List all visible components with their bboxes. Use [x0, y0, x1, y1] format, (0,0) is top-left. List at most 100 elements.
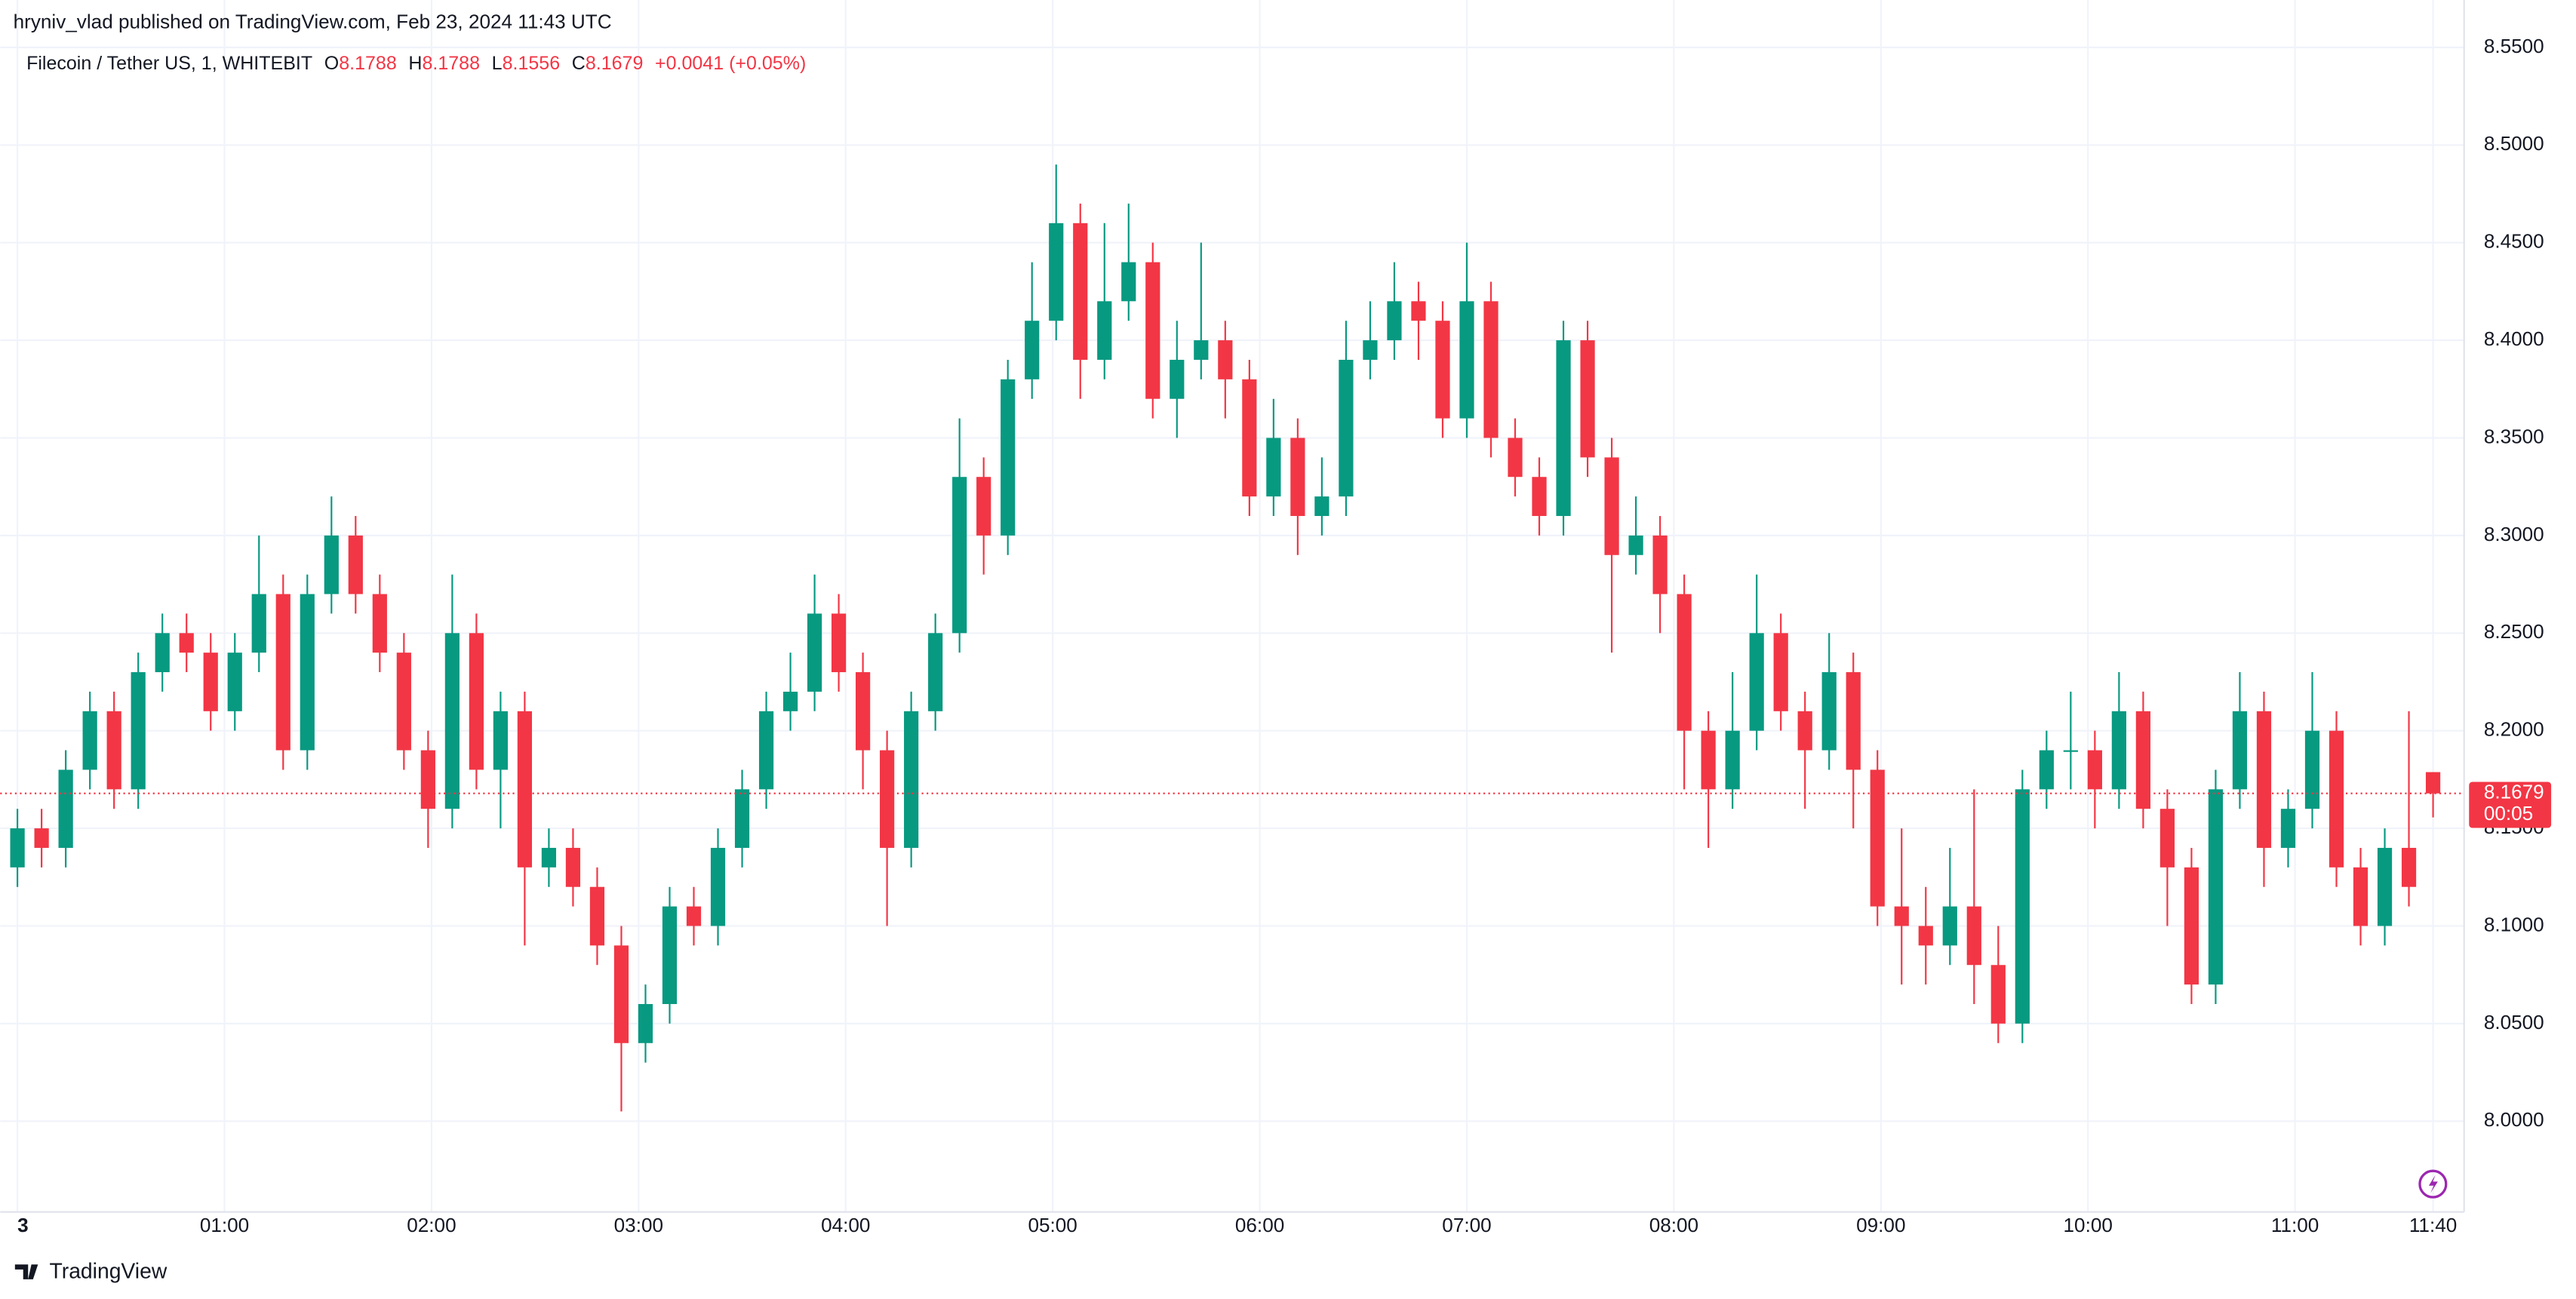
candle-body — [831, 613, 847, 673]
candle-body — [952, 477, 967, 634]
candle-body — [638, 1003, 653, 1043]
candle-body — [2232, 711, 2248, 790]
tradingview-logo: TradingView — [14, 1259, 168, 1283]
candle-body — [1363, 340, 1378, 360]
candle-body — [420, 750, 435, 809]
candle-body — [1435, 321, 1450, 419]
candle-body — [1773, 633, 1788, 711]
y-tick-label: 8.2500 — [2484, 620, 2544, 643]
y-tick-label: 8.5000 — [2484, 132, 2544, 155]
candle-body — [469, 633, 484, 770]
legend-value: 8.1556 — [503, 53, 561, 74]
candle-body — [1821, 672, 1837, 751]
y-tick-label: 8.3000 — [2484, 523, 2544, 545]
candle-body — [517, 711, 533, 868]
y-tick-label: 8.4500 — [2484, 230, 2544, 253]
candle-body — [58, 769, 73, 848]
candle-body — [541, 847, 557, 868]
price-tag — [2469, 782, 2552, 828]
candle-body — [106, 711, 121, 790]
x-tick-label: 09:00 — [1856, 1214, 1905, 1236]
x-tick-label: 11:40 — [2409, 1214, 2457, 1236]
candle-body — [300, 594, 315, 751]
y-tick-label: 8.0000 — [2484, 1108, 2544, 1131]
x-tick-label: 01:00 — [200, 1214, 249, 1236]
candle-body — [1604, 457, 1619, 555]
candle-body — [1387, 301, 1402, 341]
candle-body — [1266, 438, 1281, 497]
candle-body — [1942, 906, 1957, 946]
candle-body — [2087, 750, 2102, 790]
candle-body — [856, 672, 871, 751]
candle-body — [1966, 906, 1981, 966]
candle-body — [734, 789, 750, 848]
candle-layer — [10, 164, 2441, 1112]
candle-body — [372, 594, 387, 653]
legend-value: 8.1788 — [339, 53, 397, 74]
candle-body — [2159, 809, 2175, 868]
candle-body — [2111, 711, 2126, 790]
candle-body — [1194, 340, 1209, 360]
candle-body — [1001, 379, 1016, 536]
candle-body — [1580, 340, 1595, 458]
x-tick-label: 08:00 — [1649, 1214, 1698, 1236]
x-tick-label: 10:00 — [2064, 1214, 2113, 1236]
candle-body — [1508, 438, 1523, 478]
candle-body — [1628, 535, 1643, 555]
candle-body — [2425, 772, 2441, 794]
candle-body — [686, 906, 702, 926]
candle-body — [976, 477, 991, 536]
candle-body — [1025, 321, 1040, 379]
x-tick-label: 05:00 — [1028, 1214, 1077, 1236]
candle-body — [565, 847, 581, 887]
candle-body — [904, 711, 919, 848]
candle-body — [2063, 750, 2078, 752]
candle-body — [493, 711, 509, 770]
footer-brand: TradingView — [50, 1259, 168, 1283]
legend-value: 8.1679 — [586, 53, 644, 74]
price-tag-value: 8.1679 — [2484, 781, 2544, 803]
candle-body — [1459, 301, 1474, 419]
candle-body — [1339, 359, 1354, 497]
x-tick-label: 02:00 — [407, 1214, 456, 1236]
candle-body — [758, 711, 774, 790]
legend-label: H — [408, 53, 422, 74]
candle-body — [1097, 301, 1112, 360]
candle-body — [2353, 867, 2369, 926]
candle-body — [155, 633, 170, 673]
grid-layer — [0, 0, 2464, 1212]
candle-body — [1749, 633, 1764, 731]
candle-body — [1894, 906, 1909, 926]
candle-body — [2256, 711, 2272, 848]
candle-body — [1532, 477, 1547, 517]
candle-body — [1073, 223, 1088, 360]
candle-body — [2280, 809, 2296, 848]
candle-body — [1170, 359, 1185, 399]
candle-body — [444, 633, 460, 809]
x-tick-label: 07:00 — [1442, 1214, 1491, 1236]
x-tick-label: 11:00 — [2271, 1214, 2319, 1236]
y-tick-label: 8.0500 — [2484, 1011, 2544, 1033]
candle-body — [662, 906, 678, 1004]
candle-body — [1701, 730, 1716, 790]
candle-body — [179, 633, 194, 653]
y-tick-label: 8.2000 — [2484, 718, 2544, 741]
candle-body — [1290, 438, 1305, 517]
legend-symbol: Filecoin / Tether US, 1, WHITEBIT — [26, 53, 312, 74]
candle-body — [807, 613, 822, 692]
candle-body — [1918, 926, 1933, 946]
x-tick-label: 3 — [17, 1214, 29, 1236]
candle-body — [275, 594, 290, 751]
candle-body — [1652, 535, 1668, 594]
logo-mark — [14, 1264, 38, 1279]
candle-body — [2039, 750, 2054, 790]
candle-body — [1556, 340, 1571, 517]
candle-body — [10, 828, 25, 868]
y-tick-label: 8.4000 — [2484, 327, 2544, 350]
y-tick-label: 8.5500 — [2484, 35, 2544, 57]
lightning-icon[interactable] — [2418, 1169, 2448, 1199]
legend: Filecoin / Tether US, 1, WHITEBIT O8.178… — [26, 53, 806, 74]
legend-label: O — [324, 53, 339, 74]
candle-body — [348, 535, 363, 594]
